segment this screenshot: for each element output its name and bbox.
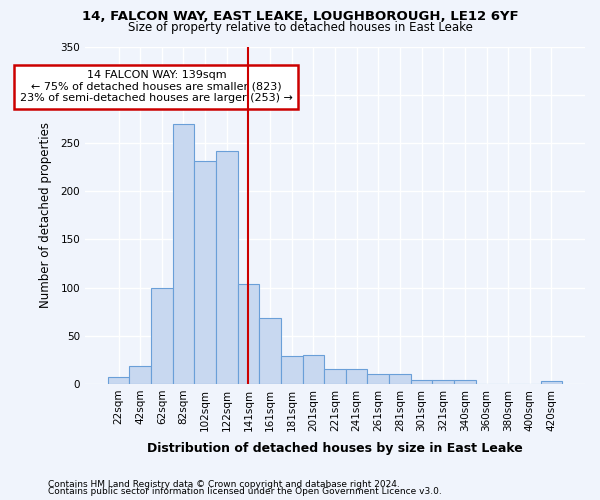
Bar [151, 288, 173, 384]
Text: 14 FALCON WAY: 139sqm
← 75% of detached houses are smaller (823)
23% of semi-det: 14 FALCON WAY: 139sqm ← 75% of detached … [20, 70, 293, 103]
Bar [259, 318, 281, 384]
Bar [238, 284, 259, 384]
Bar [194, 161, 216, 384]
Text: 14, FALCON WAY, EAST LEAKE, LOUGHBOROUGH, LE12 6YF: 14, FALCON WAY, EAST LEAKE, LOUGHBOROUGH… [82, 10, 518, 23]
Text: Size of property relative to detached houses in East Leake: Size of property relative to detached ho… [128, 21, 472, 34]
Text: Contains HM Land Registry data © Crown copyright and database right 2024.: Contains HM Land Registry data © Crown c… [48, 480, 400, 489]
Text: Contains public sector information licensed under the Open Government Licence v3: Contains public sector information licen… [48, 487, 442, 496]
Bar [173, 124, 194, 384]
Bar [108, 377, 130, 384]
Bar [346, 370, 367, 384]
Bar [433, 380, 454, 384]
Bar [324, 370, 346, 384]
Bar [541, 381, 562, 384]
X-axis label: Distribution of detached houses by size in East Leake: Distribution of detached houses by size … [147, 442, 523, 455]
Bar [389, 374, 411, 384]
Bar [367, 374, 389, 384]
Bar [411, 380, 433, 384]
Y-axis label: Number of detached properties: Number of detached properties [39, 122, 52, 308]
Bar [302, 355, 324, 384]
Bar [130, 366, 151, 384]
Bar [281, 356, 302, 384]
Bar [454, 380, 476, 384]
Bar [216, 150, 238, 384]
